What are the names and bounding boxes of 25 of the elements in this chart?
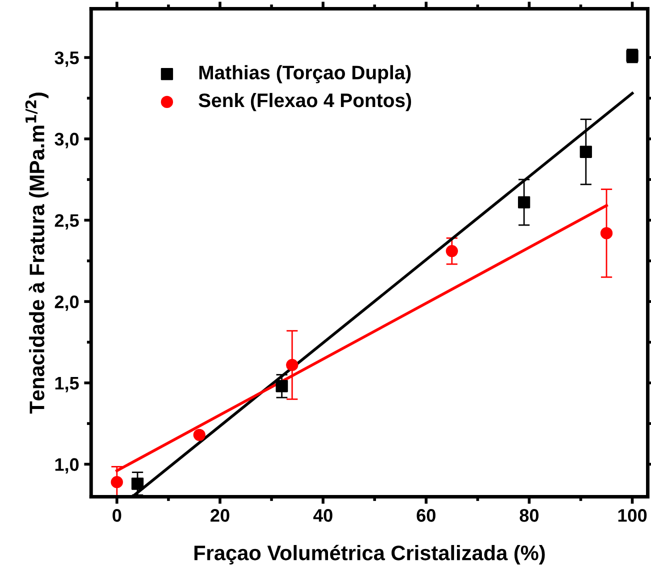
x-tick-label: 40	[313, 509, 332, 522]
point	[580, 146, 592, 158]
point	[600, 227, 613, 240]
x-tick-label: 0	[112, 509, 122, 522]
x-tick-label: 80	[520, 509, 539, 522]
point	[446, 245, 458, 258]
x-tick-label: 20	[210, 509, 230, 522]
point	[193, 428, 206, 442]
x-axis-title: Fraçao Volumétrica Cristalizada (%)	[194, 544, 545, 564]
legend-label: Senk (Flexao 4 Pontos)	[198, 92, 412, 112]
point	[110, 476, 123, 488]
y-tick-label: 3,0	[54, 132, 79, 148]
y-tick-label: 1,5	[55, 377, 79, 392]
point	[518, 196, 530, 208]
y-tick-label: 2,0	[54, 295, 79, 311]
x-tick-label: 60	[416, 509, 436, 522]
point	[286, 358, 298, 372]
legend-label: Mathias (Torçao Dupla)	[199, 65, 411, 84]
point	[131, 478, 144, 490]
y-tick-label: 2,5	[54, 214, 79, 230]
x-tick-label: 100	[618, 509, 647, 522]
y-axis-title: Tenacidade à Fratura (MPa.m$^{1/2}$)	[25, 92, 48, 414]
point	[276, 380, 288, 392]
y-tick-label: 3,5	[54, 51, 79, 67]
y-tick-label: 1,0	[55, 458, 79, 474]
